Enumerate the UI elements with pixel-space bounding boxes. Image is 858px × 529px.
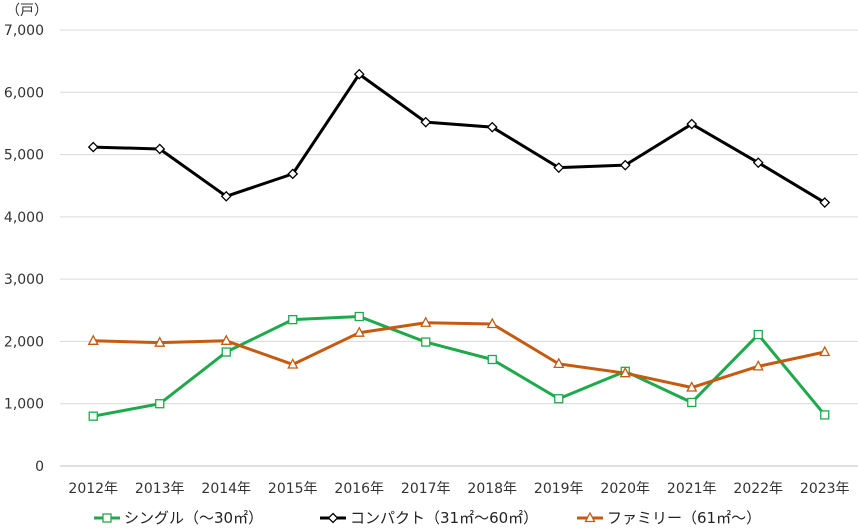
data-point — [220, 334, 232, 345]
series-1 — [87, 68, 831, 208]
legend-label: シングル（～30㎡） — [124, 509, 263, 527]
y-tick-label: 3,000 — [4, 272, 44, 288]
x-tick-label: 2021年 — [667, 481, 717, 497]
y-axis-ticks: 0 1,000 2,000 3,000 4,000 5,000 6,000 7,000 — [4, 23, 44, 475]
data-point — [154, 143, 166, 155]
data-point — [553, 162, 565, 174]
x-tick-label: 2014年 — [201, 481, 251, 497]
data-point — [87, 141, 99, 153]
x-tick-label: 2017年 — [401, 481, 451, 497]
series-2 — [87, 316, 831, 392]
data-point — [420, 116, 432, 128]
series-lines — [87, 68, 831, 421]
legend-label: ファミリー（61㎡～） — [607, 509, 761, 527]
y-unit-label: （戸） — [6, 3, 48, 19]
series-line — [92, 315, 826, 418]
x-tick-label: 2018年 — [467, 481, 517, 497]
x-tick-label: 2016年 — [334, 481, 384, 497]
data-point — [753, 329, 763, 340]
data-point — [220, 190, 232, 202]
data-point — [287, 168, 299, 180]
x-tick-label: 2023年 — [800, 481, 850, 497]
data-point — [421, 337, 431, 347]
y-tick-label: 1,000 — [4, 397, 44, 413]
x-tick-label: 2012年 — [68, 481, 118, 497]
x-tick-label: 2013年 — [135, 481, 185, 497]
series-line — [93, 321, 826, 390]
data-point — [752, 359, 764, 371]
data-point — [154, 336, 166, 347]
data-point — [486, 317, 498, 329]
legend-item-0: シングル（～30㎡） — [94, 509, 263, 527]
y-tick-label: 6,000 — [4, 85, 44, 101]
series-line — [93, 72, 826, 204]
data-point — [354, 311, 364, 322]
x-tick-label: 2015年 — [268, 481, 318, 497]
data-point — [619, 366, 631, 378]
data-point — [819, 197, 831, 208]
x-tick-label: 2022年 — [733, 481, 783, 497]
data-point — [87, 334, 99, 345]
legend-swatch-marker — [327, 512, 339, 524]
x-axis-ticks: 2012年 2013年 2014年 2015年 2016年 2017年 2018年 2019年… — [68, 481, 849, 497]
data-point — [88, 411, 98, 421]
legend-item-2: ファミリー（61㎡～） — [577, 509, 761, 527]
data-point — [687, 397, 697, 408]
data-point — [486, 121, 498, 133]
data-point — [221, 347, 231, 357]
y-tick-label: 4,000 — [4, 210, 44, 226]
data-point — [487, 354, 497, 365]
x-tick-label: 2019年 — [534, 481, 584, 497]
data-point — [288, 314, 298, 325]
data-point — [353, 68, 365, 80]
data-point — [155, 399, 165, 409]
data-point — [554, 394, 564, 404]
legend-label: コンパクト（31㎡～60㎡） — [350, 509, 538, 527]
legend: シングル（～30㎡） コンパクト（31㎡～60㎡） ファミリー（61㎡～） — [94, 509, 761, 527]
legend-swatch-marker — [102, 513, 112, 523]
x-tick-label: 2020年 — [600, 481, 650, 497]
y-tick-label: 7,000 — [4, 23, 44, 39]
data-point — [686, 118, 698, 130]
data-point — [619, 159, 631, 171]
y-tick-label: 2,000 — [4, 334, 44, 350]
data-point — [820, 410, 830, 420]
gridlines — [60, 29, 858, 467]
data-point — [420, 316, 432, 327]
y-tick-label: 5,000 — [4, 148, 44, 164]
data-point — [819, 345, 831, 357]
data-point — [553, 357, 565, 369]
legend-swatch-marker — [584, 511, 596, 523]
data-point — [686, 381, 698, 392]
legend-item-1: コンパクト（31㎡～60㎡） — [320, 509, 538, 527]
data-point — [353, 326, 365, 337]
data-point — [287, 358, 299, 369]
data-point — [752, 157, 764, 169]
y-tick-label: 0 — [35, 459, 44, 475]
